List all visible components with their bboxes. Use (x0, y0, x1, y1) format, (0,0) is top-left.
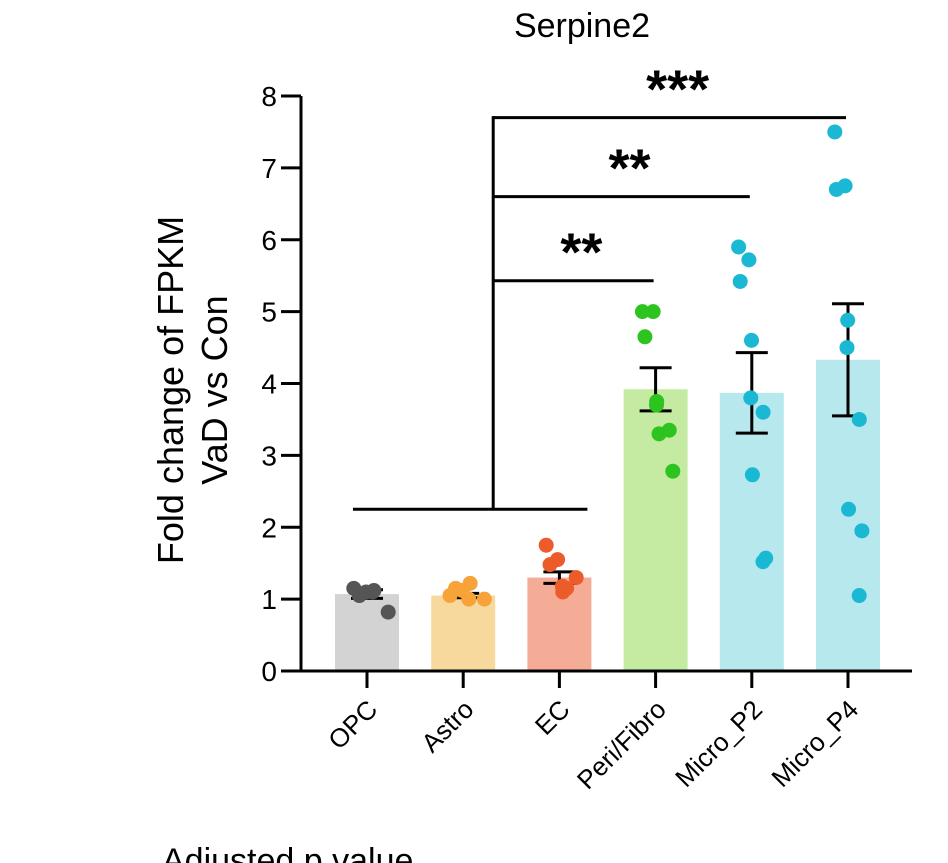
data-point-micro-p4 (828, 181, 844, 197)
x-tick-label-ec: EC (529, 694, 576, 741)
data-point-opc (351, 588, 367, 604)
data-point-peri-fibro (645, 304, 661, 320)
data-point-micro-p2 (755, 404, 771, 420)
error-bars-layer (351, 302, 864, 600)
data-point-peri-fibro (665, 463, 681, 479)
data-point-micro-p4 (854, 523, 870, 539)
data-point-micro-p2 (731, 239, 747, 255)
x-tick-label-astro: Astro (415, 694, 479, 758)
data-point-astro (462, 575, 478, 591)
data-point-micro-p2 (744, 332, 759, 348)
data-point-ec (568, 570, 584, 586)
bar-astro (431, 595, 496, 671)
significance-stars-peri-fibro: ** (560, 223, 602, 283)
y-tick-label-3: 3 (261, 440, 277, 471)
data-point-ec (542, 557, 558, 573)
y-axis-label-line-2: VaD vs Con (194, 295, 235, 484)
y-tick-label-6: 6 (261, 225, 277, 256)
x-tick-label-peri-fibro: Peri/Fibro (571, 694, 672, 795)
data-point-micro-p4 (840, 312, 856, 328)
data-point-peri-fibro (648, 397, 664, 413)
x-tick-label-opc: OPC (322, 694, 383, 755)
significance-layer: ******* (353, 60, 846, 511)
data-point-micro-p2 (732, 273, 748, 289)
significance-stars-micro-p2: ** (608, 139, 650, 199)
data-point-micro-p4 (851, 411, 867, 427)
data-point-micro-p4 (827, 124, 843, 140)
y-axis-label-line-1: Fold change of FPKM (150, 216, 191, 564)
footer-label: Adjusted p value (162, 842, 413, 863)
y-tick-label-0: 0 (261, 656, 277, 687)
data-point-opc (380, 604, 396, 620)
data-point-micro-p2 (755, 554, 771, 570)
y-tick-label-7: 7 (261, 153, 277, 184)
y-tick-label-2: 2 (261, 512, 277, 543)
points-layer (346, 124, 870, 620)
data-point-astro (448, 580, 464, 596)
significance-stars-micro-p4: *** (646, 60, 709, 120)
data-point-micro-p2 (743, 390, 759, 406)
data-point-micro-p2 (741, 252, 757, 268)
data-point-ec (559, 580, 575, 596)
data-point-peri-fibro (651, 426, 667, 442)
data-point-peri-fibro (634, 304, 650, 320)
bars-layer (335, 359, 880, 671)
x-tick-label-micro-p4: Micro_P4 (765, 694, 864, 793)
data-point-peri-fibro (637, 329, 653, 345)
y-tick-label-5: 5 (261, 297, 277, 328)
data-point-micro-p2 (744, 467, 760, 483)
y-tick-label-1: 1 (261, 584, 277, 615)
data-point-ec (538, 537, 554, 553)
x-tick-label-micro-p2: Micro_P2 (669, 694, 768, 793)
data-point-astro (476, 591, 492, 607)
data-point-micro-p4 (841, 501, 857, 517)
chart-title: Serpine2 (514, 7, 650, 45)
bar-micro-p2 (719, 392, 784, 671)
data-point-astro (461, 591, 477, 607)
axes-layer: 0 1 2 3 4 5 6 7 8 OPC Astro ECPeri/FibroMicro_P2Mic… (261, 81, 912, 795)
data-point-micro-p4 (851, 588, 867, 604)
data-point-opc (366, 583, 382, 598)
y-tick-label-8: 8 (261, 81, 277, 112)
data-point-micro-p4 (839, 340, 855, 356)
y-tick-label-4: 4 (261, 369, 277, 400)
